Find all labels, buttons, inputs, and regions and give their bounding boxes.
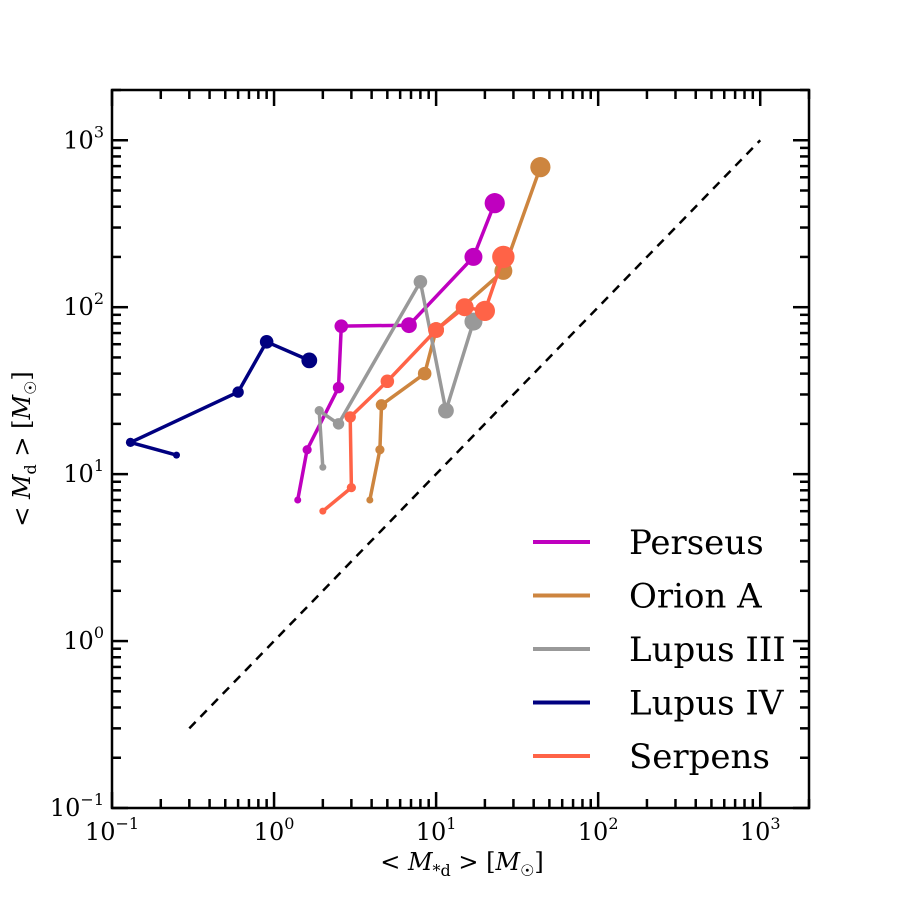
data-point-lupus-iv xyxy=(301,352,318,369)
data-point-perseus xyxy=(484,193,505,214)
reference-line-group xyxy=(188,139,762,730)
data-point-serpens xyxy=(344,411,356,423)
series-serpens xyxy=(319,245,515,515)
data-point-perseus xyxy=(401,317,417,334)
data-point-perseus xyxy=(294,496,302,504)
series-perseus xyxy=(294,193,505,504)
data-point-orion-a xyxy=(375,399,388,411)
plot-frame xyxy=(110,88,811,810)
x-axis-label: < M*d > [M☉] xyxy=(380,848,544,880)
data-point-serpens xyxy=(380,374,395,389)
x-tick-label: 102 xyxy=(578,814,619,846)
y-tick-label: 101 xyxy=(63,456,104,488)
legend-label-orion-a: Orion A xyxy=(629,577,762,617)
data-point-perseus xyxy=(464,247,483,266)
y-tick-label: 100 xyxy=(63,623,104,655)
x-tick-label: 101 xyxy=(416,814,457,846)
data-point-lupus-iii xyxy=(314,406,324,416)
legend: Perseus Orion A Lupus III Lupus IV Serpens xyxy=(533,523,786,777)
y-tick-label: 102 xyxy=(63,289,104,321)
tick-labels: 10−1 100 101 102 103 10−1 100 101 102 103 xyxy=(50,122,781,846)
data-point-lupus-iv xyxy=(232,386,244,398)
data-point-serpens xyxy=(346,483,356,493)
data-point-perseus xyxy=(332,381,345,394)
data-point-lupus-iv xyxy=(172,451,180,459)
y-tick-label: 10−1 xyxy=(50,790,104,822)
data-point-serpens xyxy=(474,300,495,322)
data-point-lupus-iv xyxy=(125,437,136,447)
data-point-serpens xyxy=(428,322,445,338)
legend-label-perseus: Perseus xyxy=(629,523,764,563)
y-tick-label: 103 xyxy=(63,122,104,154)
series-group xyxy=(125,157,551,515)
data-point-perseus xyxy=(302,445,312,455)
data-point-serpens xyxy=(319,507,327,515)
data-point-orion-a xyxy=(417,366,432,381)
data-point-lupus-iv xyxy=(259,335,274,349)
legend-label-serpens: Serpens xyxy=(629,737,770,777)
data-point-lupus-iii xyxy=(319,463,327,471)
axis-ticks xyxy=(110,88,811,810)
series-lupus-iv xyxy=(125,335,318,459)
y-axis-label: < Md > [M☉] xyxy=(8,371,40,527)
data-point-perseus xyxy=(334,319,349,333)
data-point-orion-a xyxy=(375,445,385,455)
series-line-lupus-iii xyxy=(317,280,476,468)
one-to-one-reference-line xyxy=(188,139,762,730)
legend-label-lupus-iii: Lupus III xyxy=(629,630,786,670)
data-point-orion-a xyxy=(366,496,374,504)
data-point-lupus-iii xyxy=(332,418,345,430)
x-tick-label: 100 xyxy=(254,814,295,846)
x-tick-label: 103 xyxy=(740,814,781,846)
x-tick-label: 10−1 xyxy=(85,814,139,846)
legend-label-lupus-iv: Lupus IV xyxy=(629,684,785,724)
data-point-serpens xyxy=(492,245,515,269)
data-point-orion-a xyxy=(530,157,551,178)
data-point-serpens xyxy=(455,298,474,317)
data-point-lupus-iii xyxy=(413,274,428,289)
data-point-lupus-iii xyxy=(438,402,454,419)
